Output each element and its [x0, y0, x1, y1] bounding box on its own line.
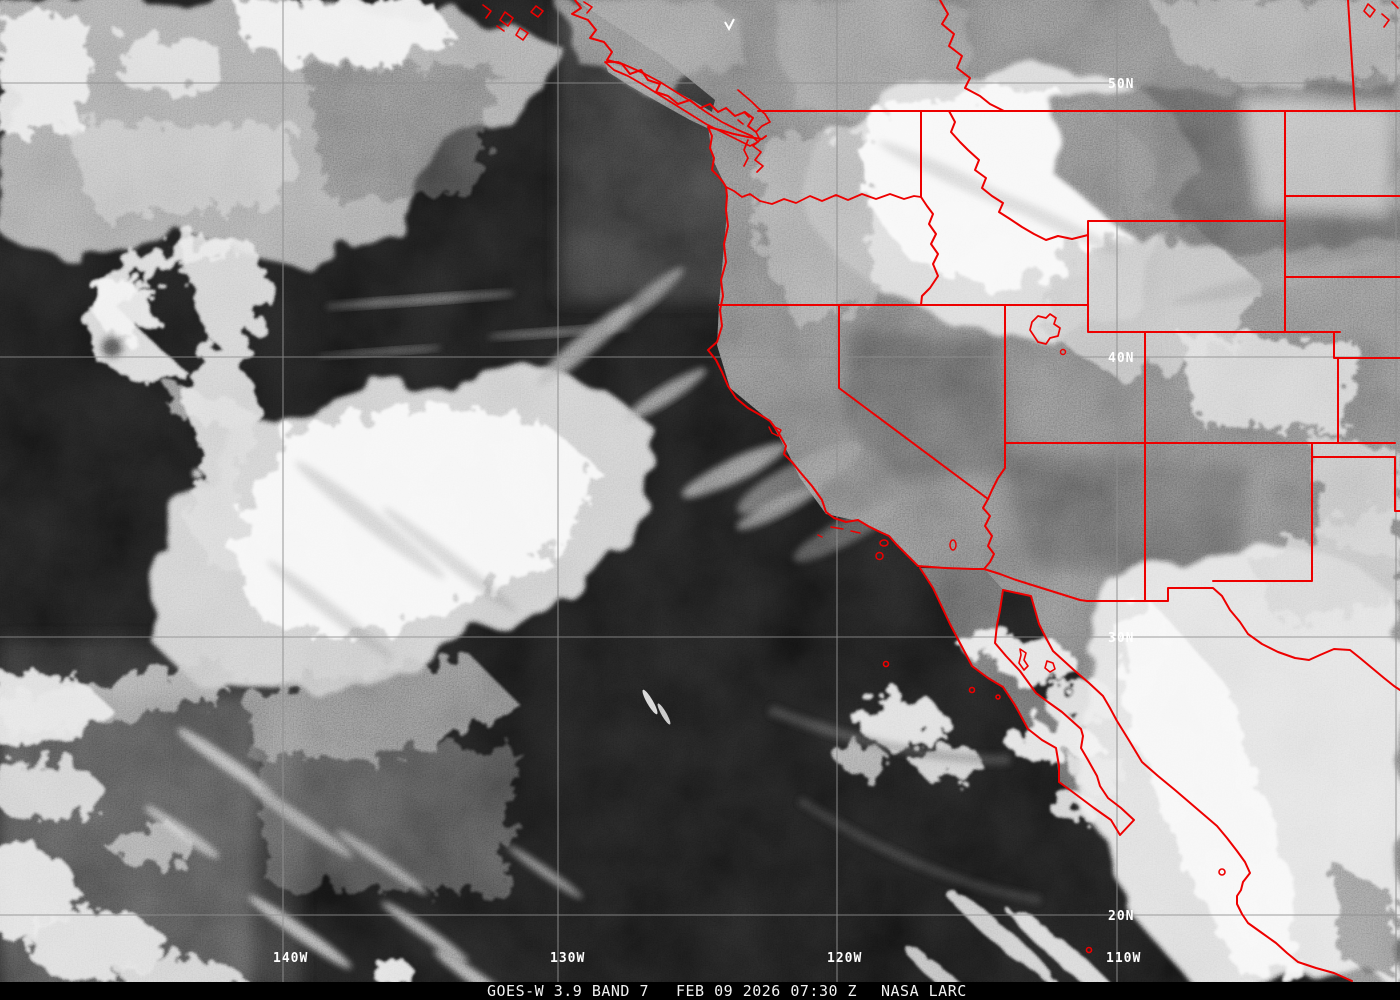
haida-gwaii-islands	[499, 1, 593, 41]
nv-ut-border	[987, 304, 1006, 500]
ca-az-border	[982, 498, 995, 570]
mt-wy-borders	[1087, 110, 1400, 333]
wa-id-border	[920, 110, 939, 306]
label-lat-20n: 20N	[1108, 909, 1134, 924]
baja-coastline	[919, 567, 1135, 836]
channel-islands	[817, 526, 889, 561]
us-mexico-border	[917, 565, 1400, 691]
label-lat-30n: 30N	[1108, 631, 1134, 646]
caption-product: GOES-W 3.9 BAND 7	[487, 982, 649, 1000]
co-ks-borders	[1333, 331, 1400, 444]
bc-coastline	[571, 0, 757, 133]
label-lon-140w: 140W	[273, 951, 308, 966]
label-lat-40n: 40N	[1108, 351, 1134, 366]
caption-datetime: FEB 09 2026 07:30 Z	[676, 982, 857, 1000]
grid-labels: 50N 40N 30N 20N 140W 130W 120W 110W	[273, 77, 1141, 966]
nm-tx-borders	[1212, 442, 1400, 582]
manitoba-lakes	[1363, 1, 1399, 28]
caption-bar: GOES-W 3.9 BAND 7 FEB 09 2026 07:30 Z NA…	[0, 982, 1400, 1000]
salton-sea	[949, 539, 957, 551]
id-mt-border	[948, 110, 1089, 241]
west-coastline	[707, 126, 919, 567]
label-lon-130w: 130W	[550, 951, 585, 966]
bc-ab-border	[939, 0, 1005, 112]
sf-bay	[768, 420, 782, 437]
ca-nv-border	[838, 304, 989, 500]
small-islands	[882, 660, 1226, 954]
great-salt-lake	[1029, 313, 1061, 345]
map-borders-overlay	[482, 0, 1400, 982]
sk-mb-border	[1347, 0, 1356, 112]
wa-or-border	[725, 186, 922, 205]
ak-panhandle-bits	[482, 4, 505, 32]
label-lat-50n: 50N	[1108, 77, 1134, 92]
utah-lake	[1059, 348, 1067, 356]
mexico-coastline	[1002, 589, 1353, 982]
caption-credit: NASA LARC	[881, 982, 967, 1000]
artifact-marker	[724, 18, 735, 32]
label-lon-120w: 120W	[827, 951, 862, 966]
label-lon-110w: 110W	[1106, 951, 1141, 966]
gulf-islands	[1018, 648, 1056, 673]
